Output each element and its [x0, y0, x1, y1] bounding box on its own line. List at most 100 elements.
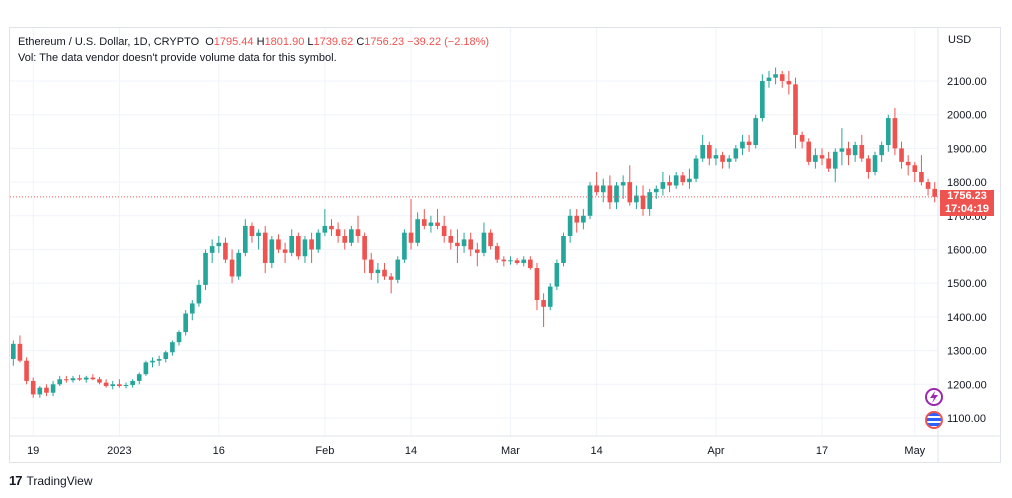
candle [77, 374, 82, 381]
candle-body [700, 145, 706, 159]
y-tick-label: 1900.00 [947, 143, 987, 155]
candle [806, 138, 812, 166]
volume-note: Vol: The data vendor doesn't provide vol… [18, 52, 337, 64]
x-tick-label: Feb [315, 445, 334, 457]
candle [700, 134, 706, 162]
candle-body [832, 151, 838, 169]
candle-body [183, 313, 188, 333]
candle [57, 375, 63, 386]
candle [912, 161, 918, 183]
candle [793, 77, 798, 149]
candle-body [461, 239, 467, 247]
candle-body [760, 81, 765, 119]
candle [859, 134, 865, 162]
candle [554, 259, 560, 290]
candle [441, 215, 447, 243]
tradingview-name: TradingView [26, 473, 93, 488]
candle-body [859, 145, 865, 159]
candle [203, 249, 208, 290]
candle [156, 355, 162, 366]
candle-body [925, 182, 931, 189]
candle [852, 141, 858, 162]
candle [866, 155, 871, 179]
candle [249, 222, 255, 243]
candle [103, 379, 109, 388]
tradingview-brand[interactable]: 17 TradingView [9, 473, 93, 488]
candle-body [170, 342, 175, 353]
candle-body [415, 219, 420, 243]
candle [720, 151, 725, 169]
candle [521, 256, 527, 267]
candle-body [256, 232, 261, 237]
x-tick-label: 19 [27, 445, 39, 457]
chart-grid [10, 28, 938, 436]
candle-body [693, 158, 699, 179]
symbol-legend: Ethereum / U.S. Dollar, 1D, CRYPTO O1795… [18, 36, 489, 48]
candle [302, 236, 308, 263]
candle [236, 249, 242, 280]
candle [216, 236, 222, 253]
currency-label[interactable]: USD [948, 34, 972, 46]
open-value: 1795.44 [213, 36, 254, 48]
candle-body [607, 185, 613, 203]
candle-body [103, 382, 109, 386]
candle-body [282, 249, 288, 253]
candle-body [746, 141, 752, 146]
y-tick-label: 1100.00 [947, 413, 986, 425]
candle [799, 131, 805, 149]
candle [494, 242, 500, 263]
close-value: 1756.23 [364, 36, 405, 48]
candle-body [541, 300, 546, 307]
candle-body [488, 232, 493, 247]
candle-body [57, 379, 63, 385]
candle-body [647, 192, 652, 210]
candle [44, 384, 49, 397]
candle-body [143, 362, 149, 375]
candle-body [574, 215, 580, 223]
candle-body [614, 185, 619, 203]
candle-body [713, 155, 719, 159]
candle-body [826, 158, 831, 169]
candle [461, 232, 467, 253]
candle-body [660, 182, 666, 189]
candle-body [600, 185, 606, 193]
candle-body [932, 188, 938, 197]
candle-body [10, 343, 16, 360]
candle [760, 74, 765, 122]
candle-body [17, 343, 23, 361]
candle-body [706, 145, 712, 159]
candle [421, 209, 427, 230]
x-tick-label: Mar [501, 445, 520, 457]
y-tick-label: 2100.00 [947, 76, 987, 88]
candle-body [494, 246, 500, 260]
candle-body [242, 225, 248, 253]
x-tick-label: 16 [213, 445, 225, 457]
candle [600, 178, 606, 203]
candle [189, 300, 195, 321]
candle [90, 374, 96, 381]
close-label: C [356, 36, 365, 48]
x-tick-label: 17 [816, 445, 828, 457]
candle-body [554, 262, 560, 287]
candle [508, 256, 513, 265]
candle-body [481, 232, 487, 253]
candle [614, 182, 619, 210]
candle [37, 385, 43, 398]
candle-body [428, 222, 434, 226]
low-label: L [307, 36, 314, 48]
candle [501, 256, 507, 267]
candle-body [640, 195, 646, 210]
x-tick-label: Apr [707, 445, 724, 457]
candle-body [441, 225, 447, 237]
tradingview-logo-icon: 17 [9, 473, 23, 488]
candle-body [455, 242, 460, 247]
flag-icon[interactable] [925, 411, 943, 429]
y-tick-label: 1800.00 [947, 177, 987, 189]
candle-body [24, 360, 29, 381]
candle [885, 114, 891, 152]
candle-body [189, 303, 195, 314]
lightning-icon[interactable] [925, 388, 943, 406]
candle-body [912, 165, 918, 172]
candle-body [581, 215, 586, 223]
